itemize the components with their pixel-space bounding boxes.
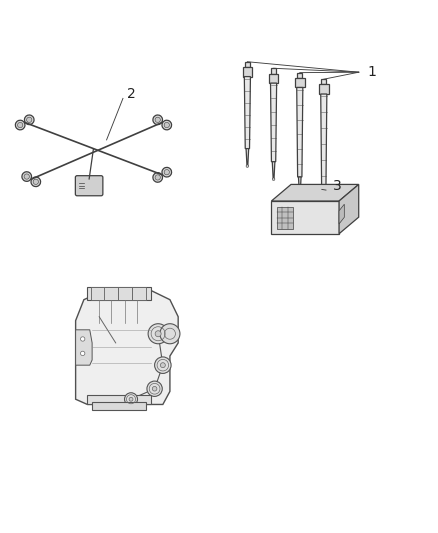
Circle shape xyxy=(155,331,161,337)
Ellipse shape xyxy=(24,174,29,179)
Circle shape xyxy=(160,324,180,344)
FancyBboxPatch shape xyxy=(243,67,252,77)
Circle shape xyxy=(155,357,171,374)
Ellipse shape xyxy=(162,120,172,130)
Ellipse shape xyxy=(153,173,162,182)
Circle shape xyxy=(148,324,168,344)
Polygon shape xyxy=(272,184,359,201)
Circle shape xyxy=(272,178,275,181)
Ellipse shape xyxy=(18,123,23,128)
Circle shape xyxy=(124,393,138,406)
FancyBboxPatch shape xyxy=(297,72,302,78)
Polygon shape xyxy=(76,290,178,405)
Circle shape xyxy=(147,381,162,397)
Ellipse shape xyxy=(27,117,32,123)
Ellipse shape xyxy=(33,179,39,184)
Polygon shape xyxy=(76,330,92,365)
Text: 3: 3 xyxy=(332,179,341,193)
FancyBboxPatch shape xyxy=(269,74,279,83)
Polygon shape xyxy=(246,149,249,166)
Text: 1: 1 xyxy=(367,65,376,79)
Ellipse shape xyxy=(22,172,32,181)
Polygon shape xyxy=(321,94,327,190)
FancyBboxPatch shape xyxy=(272,201,339,234)
Circle shape xyxy=(152,386,157,391)
FancyBboxPatch shape xyxy=(271,68,276,74)
Polygon shape xyxy=(92,402,146,410)
Circle shape xyxy=(81,337,85,341)
FancyBboxPatch shape xyxy=(319,84,328,94)
Text: 2: 2 xyxy=(127,87,136,101)
Ellipse shape xyxy=(31,177,41,187)
Ellipse shape xyxy=(25,115,34,125)
Polygon shape xyxy=(272,161,275,179)
Polygon shape xyxy=(244,77,251,149)
Circle shape xyxy=(322,206,325,209)
FancyBboxPatch shape xyxy=(277,207,293,229)
Ellipse shape xyxy=(155,117,160,123)
Polygon shape xyxy=(322,190,325,207)
Polygon shape xyxy=(118,287,132,300)
Ellipse shape xyxy=(164,169,170,175)
Circle shape xyxy=(298,193,301,196)
Circle shape xyxy=(81,351,85,356)
FancyBboxPatch shape xyxy=(321,79,326,84)
Polygon shape xyxy=(132,287,146,300)
Circle shape xyxy=(246,165,249,167)
Polygon shape xyxy=(297,87,303,177)
Polygon shape xyxy=(88,395,151,405)
Ellipse shape xyxy=(153,115,162,125)
Ellipse shape xyxy=(162,167,172,177)
Ellipse shape xyxy=(155,175,160,180)
Polygon shape xyxy=(104,287,118,300)
Polygon shape xyxy=(339,184,359,234)
Circle shape xyxy=(160,362,165,368)
FancyBboxPatch shape xyxy=(295,78,304,87)
FancyBboxPatch shape xyxy=(75,176,103,196)
FancyBboxPatch shape xyxy=(245,62,250,67)
Polygon shape xyxy=(91,287,105,300)
Ellipse shape xyxy=(164,123,170,128)
Circle shape xyxy=(129,397,133,401)
Polygon shape xyxy=(271,83,277,161)
Polygon shape xyxy=(298,177,301,195)
Polygon shape xyxy=(88,287,151,300)
Polygon shape xyxy=(339,204,344,224)
Ellipse shape xyxy=(15,120,25,130)
